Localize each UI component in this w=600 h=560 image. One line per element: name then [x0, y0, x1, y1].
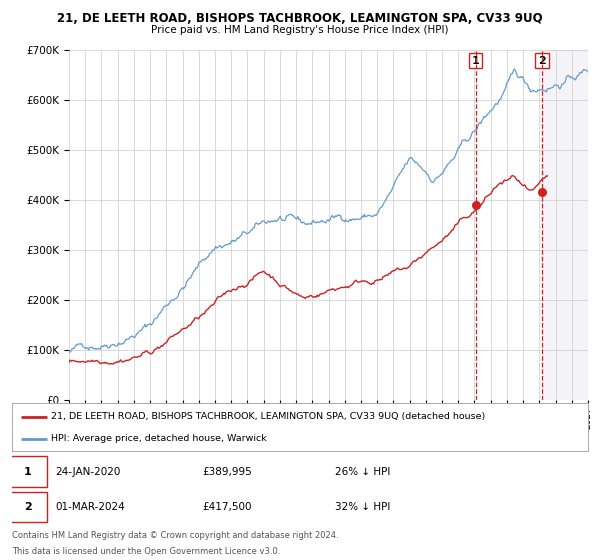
Text: £417,500: £417,500: [202, 502, 251, 512]
Text: 24-JAN-2020: 24-JAN-2020: [55, 467, 121, 477]
Text: 32% ↓ HPI: 32% ↓ HPI: [335, 502, 390, 512]
Point: [538, 187, 547, 196]
Text: 1: 1: [23, 467, 31, 477]
Text: 2: 2: [23, 502, 31, 512]
Text: £389,995: £389,995: [202, 467, 252, 477]
Text: This data is licensed under the Open Government Licence v3.0.: This data is licensed under the Open Gov…: [12, 547, 280, 556]
Text: 21, DE LEETH ROAD, BISHOPS TACHBROOK, LEAMINGTON SPA, CV33 9UQ: 21, DE LEETH ROAD, BISHOPS TACHBROOK, LE…: [57, 12, 543, 25]
FancyBboxPatch shape: [9, 492, 47, 521]
Text: HPI: Average price, detached house, Warwick: HPI: Average price, detached house, Warw…: [51, 435, 267, 444]
Bar: [542, 50, 588, 400]
FancyBboxPatch shape: [9, 456, 47, 487]
Text: Contains HM Land Registry data © Crown copyright and database right 2024.: Contains HM Land Registry data © Crown c…: [12, 531, 338, 540]
Text: Price paid vs. HM Land Registry's House Price Index (HPI): Price paid vs. HM Land Registry's House …: [151, 25, 449, 35]
Text: 2: 2: [538, 55, 546, 66]
Text: 26% ↓ HPI: 26% ↓ HPI: [335, 467, 390, 477]
Point: [471, 201, 481, 210]
Text: 01-MAR-2024: 01-MAR-2024: [55, 502, 125, 512]
Text: 1: 1: [472, 55, 479, 66]
Text: 21, DE LEETH ROAD, BISHOPS TACHBROOK, LEAMINGTON SPA, CV33 9UQ (detached house): 21, DE LEETH ROAD, BISHOPS TACHBROOK, LE…: [51, 412, 485, 421]
